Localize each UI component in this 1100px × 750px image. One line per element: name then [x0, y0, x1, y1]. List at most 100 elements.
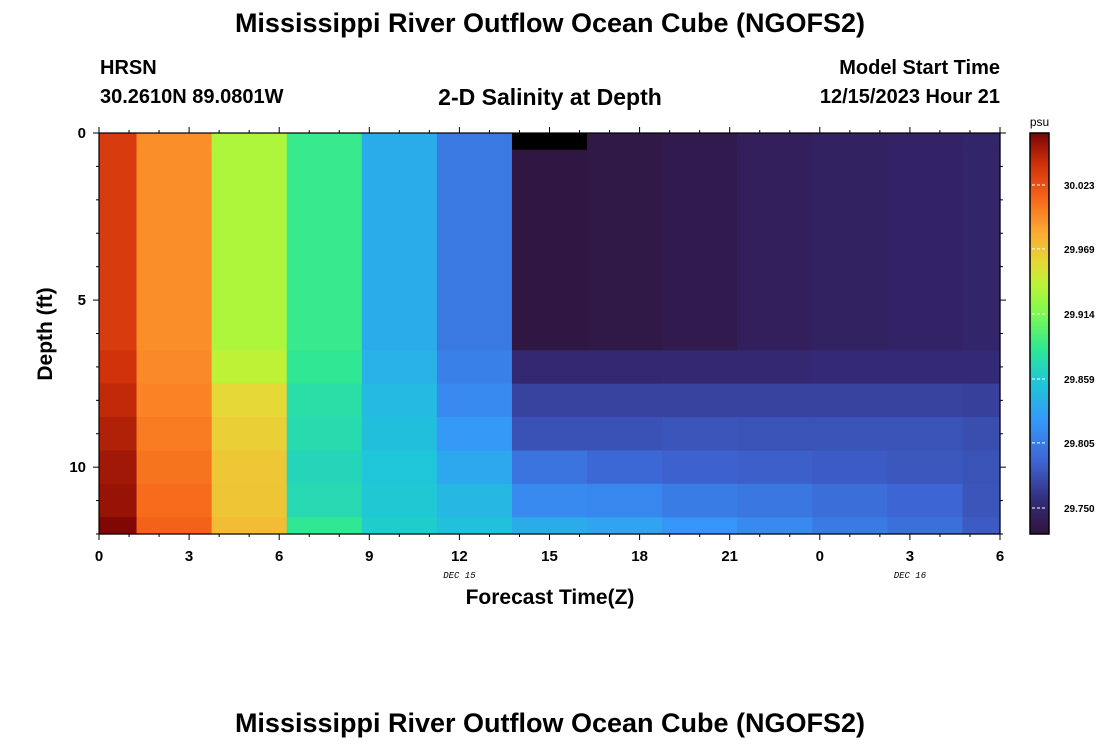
heatmap-cell: [812, 417, 888, 452]
heatmap-cell: [962, 483, 1001, 518]
heatmap-cell: [286, 450, 363, 485]
heatmap-cell: [436, 417, 513, 452]
heatmap-cell: [361, 450, 438, 485]
heatmap-cell: [587, 417, 663, 452]
y-axis-label: Depth (ft): [34, 287, 57, 380]
heatmap-cell: [136, 450, 213, 485]
heatmap-cell: [887, 350, 964, 385]
heatmap-cell: [99, 483, 138, 518]
heatmap-cell: [737, 383, 813, 418]
x-tick-label: 6: [996, 548, 1004, 565]
footer-title: Mississippi River Outflow Ocean Cube (NG…: [234, 708, 866, 738]
chart-title: Mississippi River Outflow Ocean Cube (NG…: [234, 8, 866, 38]
heatmap-cell: [962, 133, 1001, 151]
heatmap-cell: [136, 517, 213, 535]
y-axis: 0 5 10: [69, 125, 1006, 535]
heatmap-cell: [511, 417, 588, 452]
colorbar-tick-label: 29.859: [1064, 375, 1095, 386]
heatmap-cell: [887, 133, 964, 151]
station-coordinates: 30.2610N 89.0801W: [100, 86, 284, 108]
y-tick-label: 5: [78, 292, 86, 309]
heatmap-cell: [99, 517, 138, 535]
x-tick-label: 6: [275, 548, 283, 565]
heatmap-cell: [99, 133, 138, 151]
heatmap-cell: [136, 417, 213, 452]
colorbar-tick-label: 29.969: [1064, 245, 1095, 256]
heatmap-cell: [211, 450, 288, 485]
heatmap-cell: [136, 383, 213, 418]
x-tick-label: 21: [721, 548, 738, 565]
heatmap-cell: [962, 417, 1001, 452]
heatmap-cell: [737, 149, 813, 351]
heatmap-cell: [662, 417, 738, 452]
heatmap-cell: [361, 517, 438, 535]
heatmap-cell: [737, 133, 813, 151]
heatmap-cell: [361, 483, 438, 518]
heatmap-cell: [962, 383, 1001, 418]
heatmap-cell: [211, 350, 288, 385]
heatmap-cell: [286, 350, 363, 385]
heatmap-cell: [286, 417, 363, 452]
y-tick-label: 0: [78, 125, 86, 142]
heatmap-cell: [361, 133, 438, 151]
colorbar-tick-label: 29.750: [1064, 504, 1095, 515]
heatmap-cell: [812, 383, 888, 418]
heatmap-cell: [511, 483, 588, 518]
heatmap-cell: [662, 133, 738, 151]
x-tick-label: 3: [906, 548, 914, 565]
heatmap-cell: [136, 350, 213, 385]
heatmap-cell: [587, 350, 663, 385]
date-label: DEC 15: [443, 571, 476, 581]
colorbar-tick-label: 29.914: [1064, 310, 1095, 321]
x-tick-label: 15: [541, 548, 558, 565]
heatmap-cell: [737, 417, 813, 452]
y-tick-label: 10: [69, 459, 86, 476]
heatmap-cell: [361, 383, 438, 418]
model-start-value: 12/15/2023 Hour 21: [819, 86, 1000, 108]
heatmap-cell: [962, 517, 1001, 535]
heatmap-cell: [511, 149, 588, 351]
heatmap-cell: [436, 450, 513, 485]
station-name: HRSN: [100, 57, 157, 79]
heatmap-cell: [436, 350, 513, 385]
heatmap-cell: [587, 133, 663, 151]
heatmap-cell: [887, 149, 964, 351]
heatmap-cell: [211, 383, 288, 418]
heatmap-cell: [887, 417, 964, 452]
heatmap-cell: [211, 149, 288, 351]
heatmap-cell: [436, 517, 513, 535]
heatmap-cell: [662, 483, 738, 518]
heatmap-cell: [211, 517, 288, 535]
heatmap-cell: [99, 450, 138, 485]
heatmap-cell: [286, 517, 363, 535]
heatmap-cell: [737, 517, 813, 535]
colorbar-unit: psu: [1030, 115, 1049, 129]
x-axis: 0 3 6 9 12 15 18 21 0 3 6 DEC 15 DEC 16: [95, 127, 1004, 581]
heatmap-cell: [887, 517, 964, 535]
heatmap-cell: [962, 450, 1001, 485]
heatmap-cell: [887, 483, 964, 518]
heatmap-cell: [436, 483, 513, 518]
heatmap-cell: [361, 149, 438, 351]
heatmap-cell: [587, 450, 663, 485]
heatmap-cell: [587, 483, 663, 518]
colorbar-gradient: [1029, 132, 1050, 535]
heatmap-cell: [136, 133, 213, 151]
heatmap-cell: [99, 383, 138, 418]
chart-subtitle: 2-D Salinity at Depth: [438, 84, 662, 110]
heatmap-cell: [812, 483, 888, 518]
heatmap-cell: [511, 350, 588, 385]
heatmap-cell: [361, 417, 438, 452]
colorbar: psu 30.023 29.969 29.914 29.859 29.805 29.750: [1029, 115, 1095, 535]
heatmap-cell: [136, 483, 213, 518]
heatmap-cell: [99, 417, 138, 452]
heatmap-cell: [436, 383, 513, 418]
heatmap-cell: [662, 350, 738, 385]
heatmap-cell: [286, 383, 363, 418]
heatmap-cell: [587, 383, 663, 418]
heatmap-cell: [662, 517, 738, 535]
colorbar-tick-label: 30.023: [1064, 181, 1095, 192]
heatmap-cell: [812, 133, 888, 151]
heatmap-cell: [211, 133, 288, 151]
